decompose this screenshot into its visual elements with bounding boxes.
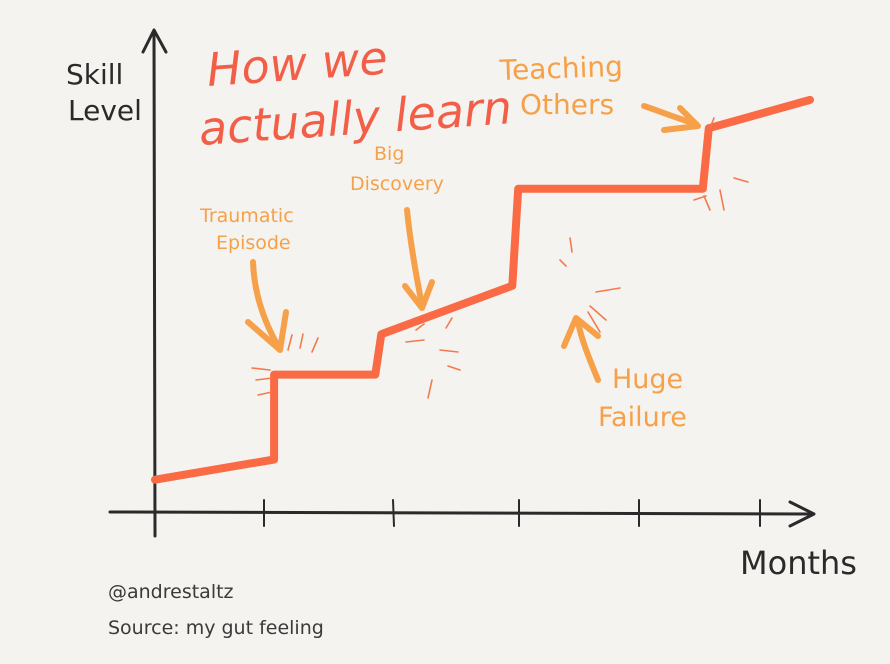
burst-mark-2-2 [415, 323, 425, 331]
arrow-traumatic [245, 259, 289, 353]
y-axis-label-line-1: Skill [66, 58, 123, 91]
annotation-teaching-line-1: Teaching [498, 50, 623, 87]
annotations: Traumatic Episode Big Discovery Huge Fai… [199, 50, 701, 433]
annotation-big-line-2: Discovery [350, 173, 444, 195]
y-axis-line [152, 30, 157, 538]
chart-title-line-1: How we [205, 30, 389, 96]
arrow-huge-failure [561, 315, 601, 383]
burst-mark-3-5 [587, 311, 601, 333]
burst-mark-2-4 [447, 365, 461, 371]
annotation-big-line-1: Big [374, 143, 404, 165]
emphasis-marks [251, 117, 749, 399]
burst-mark-3-3 [589, 305, 607, 321]
credit-handle: @andrestaltz [108, 581, 234, 603]
burst-mark-1-1 [251, 367, 271, 371]
burst-mark-2-6 [427, 379, 433, 399]
burst-mark-2-5 [445, 317, 453, 329]
burst-mark-1-2 [255, 377, 273, 381]
burst-mark-4-2 [703, 195, 711, 211]
burst-mark-3-1 [559, 259, 567, 267]
arrow-teaching [641, 103, 701, 133]
axes [108, 28, 816, 538]
annotation-teaching-line-2: Others [520, 88, 614, 121]
y-axis-label-line-2: Level [68, 94, 142, 127]
annotation-huge-line-2: Failure [598, 402, 687, 433]
burst-mark-1-6 [311, 337, 319, 353]
burst-mark-4-3 [719, 189, 725, 211]
y-axis-arrowhead [141, 28, 168, 54]
x-axis-label: Months [740, 544, 857, 582]
series-line-1 [151, 95, 814, 484]
x-axis-arrowhead [788, 500, 816, 528]
annotation-huge-line-1: Huge [612, 364, 683, 395]
burst-mark-1-5 [299, 333, 304, 349]
x-ticks [263, 499, 761, 527]
x-tick-2 [392, 499, 395, 527]
arrow-big-discovery [402, 207, 435, 311]
annotation-traumatic-line-1: Traumatic [199, 205, 294, 227]
burst-mark-1-4 [287, 334, 293, 351]
burst-mark-3-2 [569, 237, 573, 253]
annotation-traumatic-line-2: Episode [216, 232, 291, 254]
credit-source: Source: my gut feeling [108, 617, 324, 639]
burst-mark-2-1 [405, 339, 425, 343]
x-axis-line [108, 510, 814, 516]
burst-mark-4-4 [733, 177, 749, 183]
burst-mark-4-5 [709, 117, 715, 129]
burst-mark-3-4 [595, 287, 621, 293]
burst-mark-2-3 [439, 349, 459, 353]
series-group [151, 95, 814, 484]
burst-mark-1-3 [257, 391, 273, 396]
